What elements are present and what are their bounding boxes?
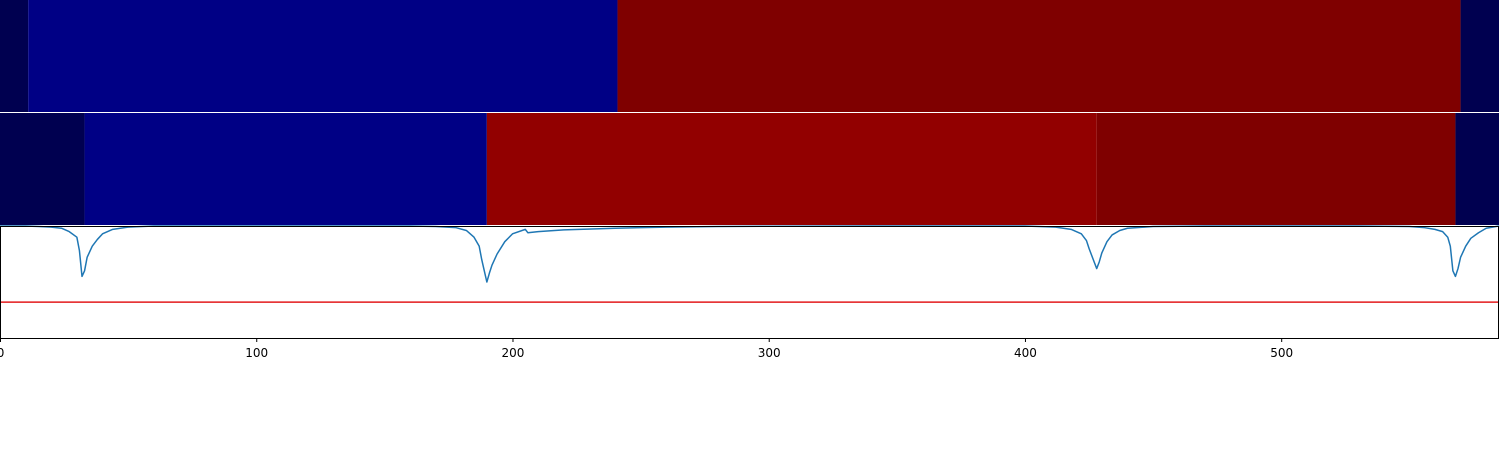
bottom-segment-3 [1096, 113, 1456, 225]
x-tick-label-100: 100 [245, 346, 268, 360]
x-tick-label-500: 500 [1270, 346, 1293, 360]
x-tick-label-0: 0 [0, 346, 4, 360]
heatmap-top [0, 0, 1499, 112]
top-segment-0 [0, 0, 29, 112]
bottom-segment-1 [84, 113, 487, 225]
x-tick-label-400: 400 [1014, 346, 1037, 360]
top-segment-1 [28, 0, 618, 112]
heatmap-bottom [0, 113, 1499, 225]
bottom-segment-4 [1455, 113, 1499, 225]
x-tick-label-200: 200 [502, 346, 525, 360]
bottom-segment-0 [0, 113, 85, 225]
line-panel-background [0, 226, 1499, 338]
x-tick-label-300: 300 [758, 346, 781, 360]
series-line [0, 225, 1500, 283]
top-segment-3 [1460, 0, 1499, 112]
line-panel [0, 225, 1500, 338]
axes: 0 100 200 300 400 500 [0, 226, 1499, 360]
bottom-segment-2 [486, 113, 1097, 225]
axes-frame [0, 226, 1499, 339]
top-segment-2 [617, 0, 1461, 112]
